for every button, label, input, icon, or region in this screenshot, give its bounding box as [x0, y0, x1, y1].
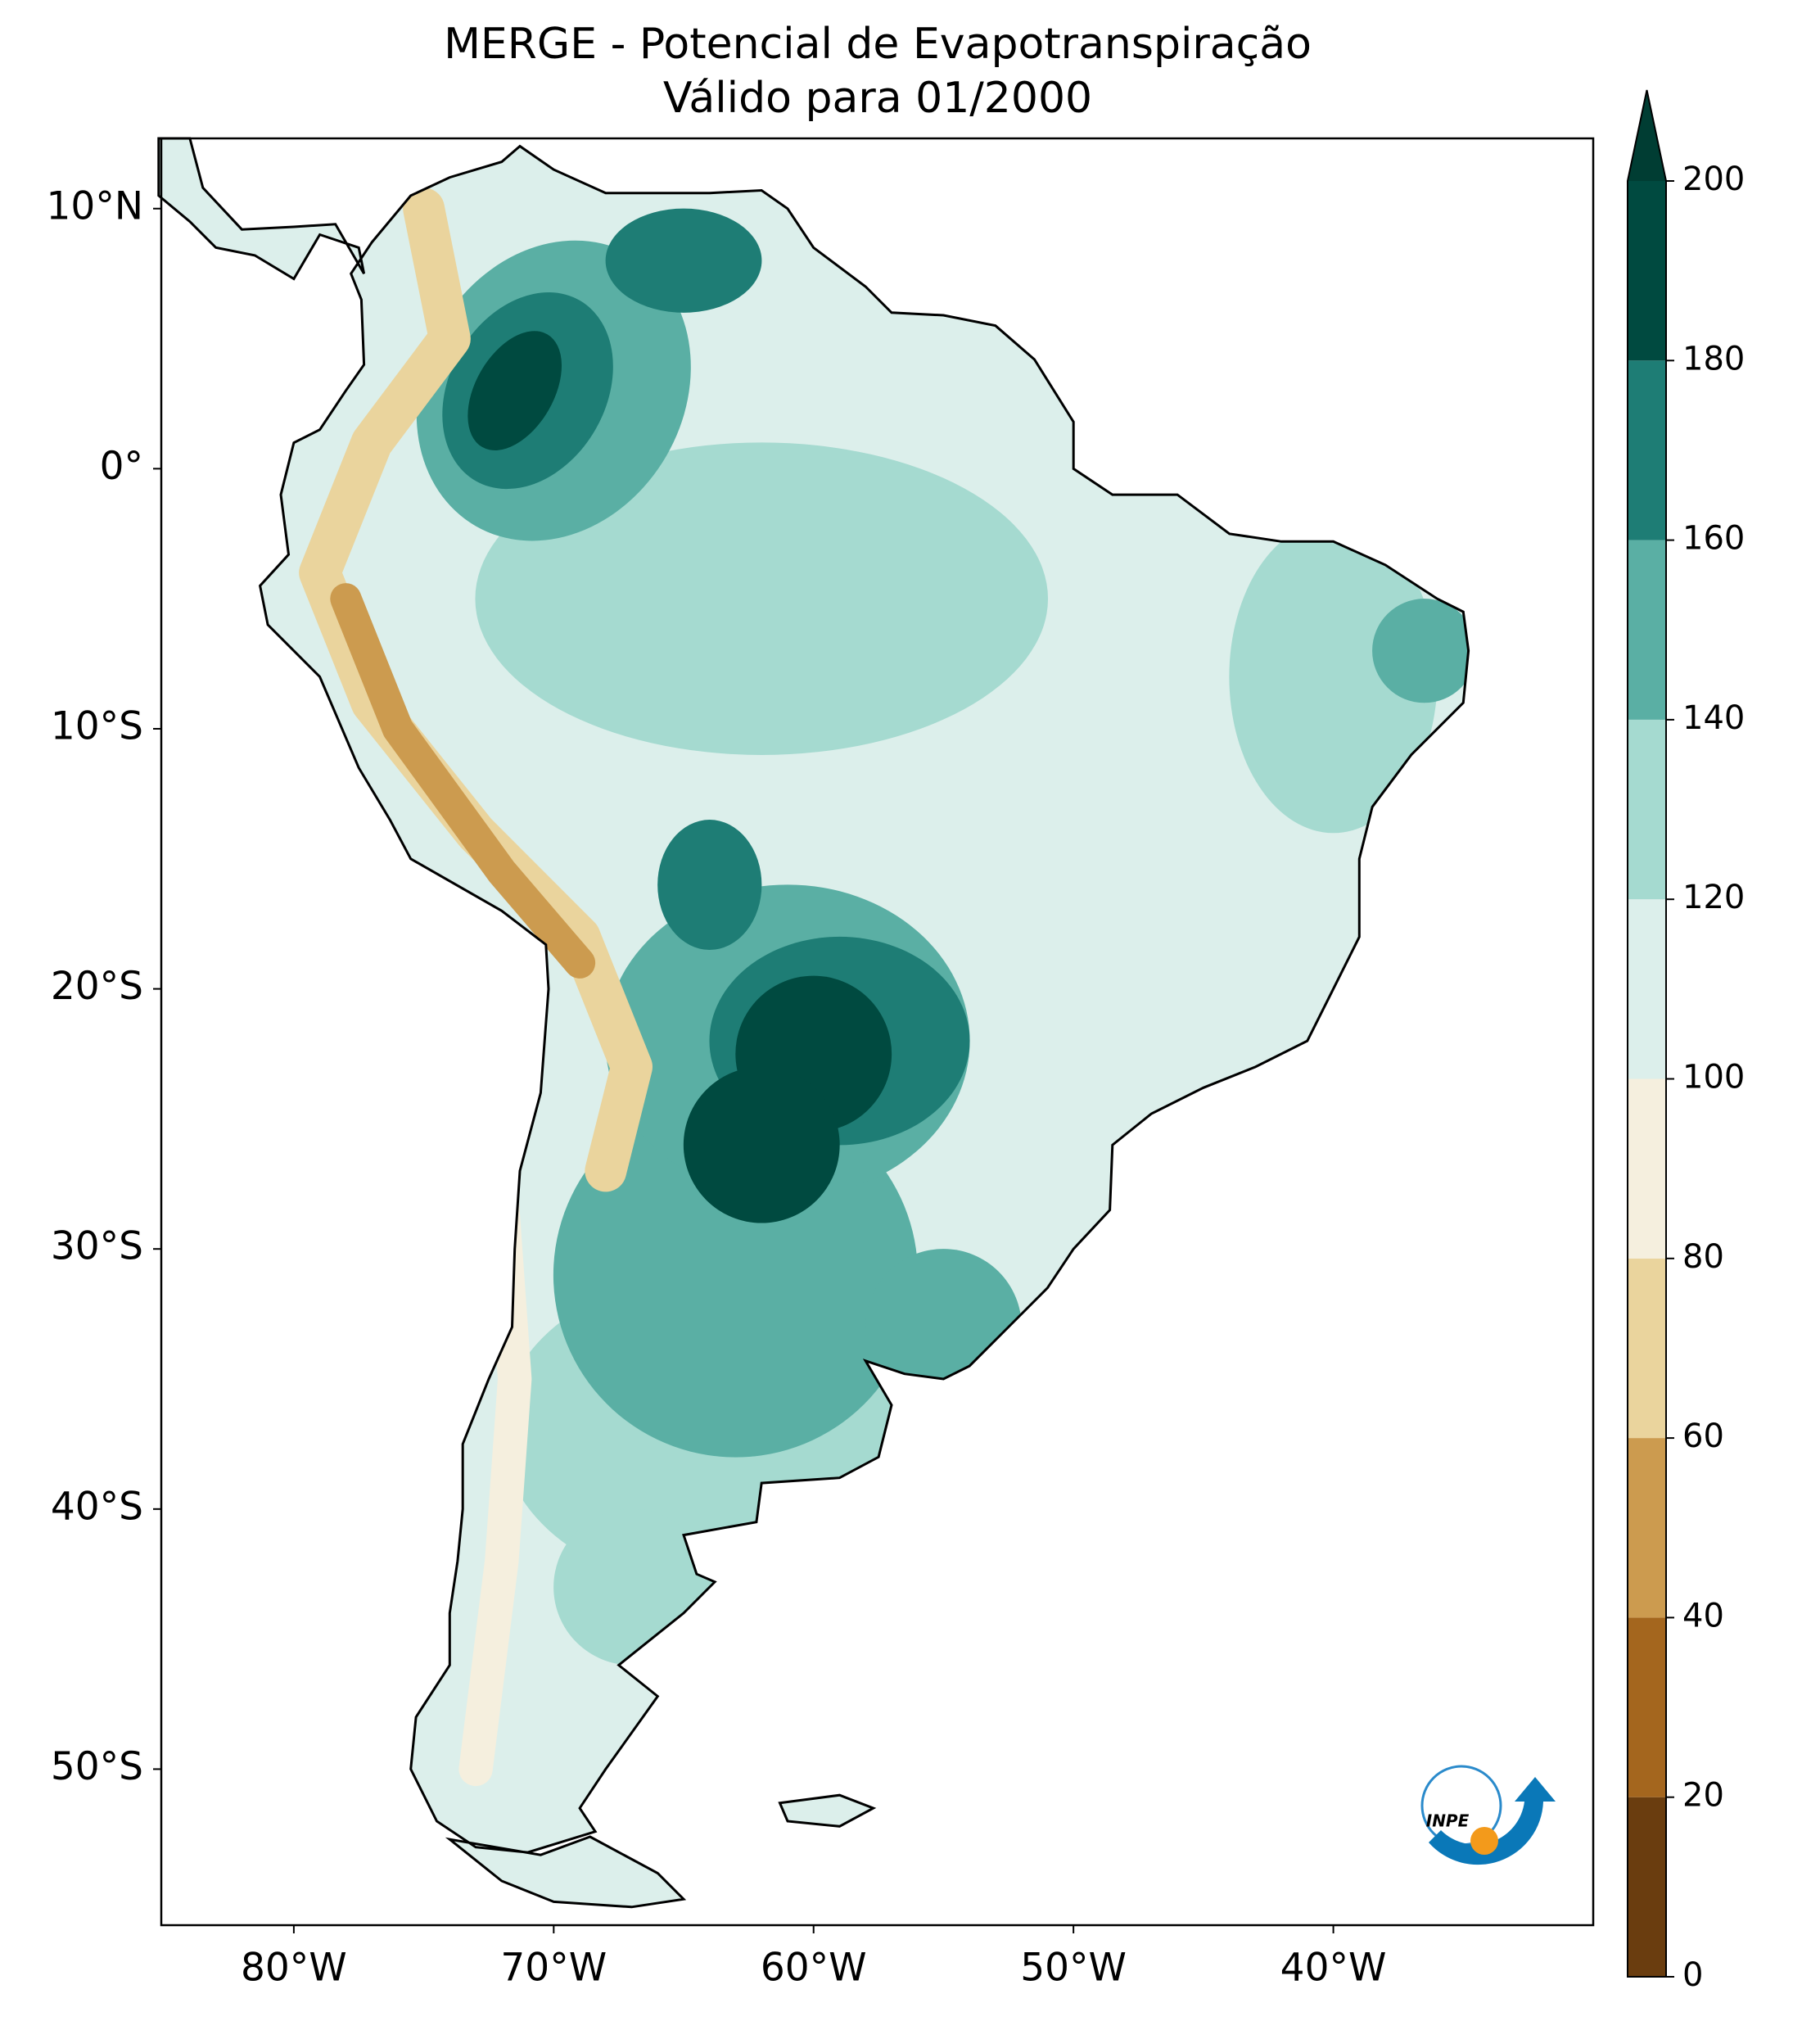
- colorbar-outline: [1627, 89, 1667, 1978]
- y-tick-label: 10°S: [51, 703, 143, 748]
- field-region: [475, 442, 1049, 755]
- chart-title: MERGE - Potencial de Evapotranspiração: [444, 20, 1312, 69]
- colorbar-tick-label: 20: [1682, 1777, 1724, 1815]
- field: [299, 188, 1469, 1787]
- field-band: [330, 583, 596, 979]
- colorbar-segment: [1628, 1438, 1666, 1618]
- x-tick-label: 40°W: [1280, 1946, 1387, 1991]
- colorbar-tick-label: 180: [1682, 340, 1745, 378]
- y-tick-label: 50°S: [51, 1744, 143, 1789]
- field-region: [683, 1066, 840, 1223]
- colorbar-tick-label: 0: [1682, 1956, 1703, 1994]
- colorbar-tick-label: 140: [1682, 699, 1745, 737]
- y-tick-label: 40°S: [51, 1484, 143, 1529]
- field-region: [657, 820, 762, 951]
- colorbar-tick-label: 120: [1682, 879, 1745, 916]
- chart-subtitle: Válido para 01/2000: [663, 74, 1092, 123]
- colorbar-segment: [1628, 181, 1666, 361]
- x-tick-label: 50°W: [1020, 1946, 1127, 1991]
- colorbar-tick-label: 200: [1682, 161, 1745, 198]
- colorbar-segment: [1628, 719, 1666, 900]
- inpe-logo: INPE: [1420, 1765, 1556, 1865]
- colorbar-segment: [1628, 1617, 1666, 1797]
- logo-text: INPE: [1426, 1811, 1470, 1831]
- colorbar-extend: [1628, 90, 1666, 181]
- colorbar-segment: [1628, 899, 1666, 1079]
- colorbar-segment: [1628, 1258, 1666, 1439]
- field-region: [467, 331, 562, 450]
- y-tick-label: 10°N: [47, 183, 143, 228]
- y-tick-label: 0°: [100, 444, 143, 489]
- x-tick-label: 70°W: [500, 1946, 607, 1991]
- field-region: [553, 1508, 710, 1666]
- field-region: [1372, 599, 1469, 703]
- y-tick-label: 20°S: [51, 964, 143, 1009]
- colorbar-tick-label: 100: [1682, 1059, 1745, 1096]
- colorbar-segment: [1628, 360, 1666, 540]
- x-tick-label: 80°W: [241, 1946, 347, 1991]
- colorbar-tick-label: 60: [1682, 1417, 1724, 1455]
- colorbar-segment: [1628, 1078, 1666, 1259]
- map-frame: [160, 137, 1595, 1927]
- colorbar-segment: [1628, 540, 1666, 720]
- map: [157, 137, 1470, 1909]
- field-region: [865, 1249, 1022, 1405]
- field-region: [1229, 520, 1438, 834]
- field-region: [605, 208, 762, 313]
- colorbar-segment: [1628, 1797, 1666, 1977]
- colorbar-tick-label: 80: [1682, 1238, 1724, 1276]
- colorbar-tick-label: 40: [1682, 1597, 1724, 1634]
- colorbar-tick-label: 160: [1682, 520, 1745, 558]
- coastline: [157, 137, 1470, 1909]
- y-tick-label: 30°S: [51, 1224, 143, 1269]
- x-tick-label: 60°W: [761, 1946, 867, 1991]
